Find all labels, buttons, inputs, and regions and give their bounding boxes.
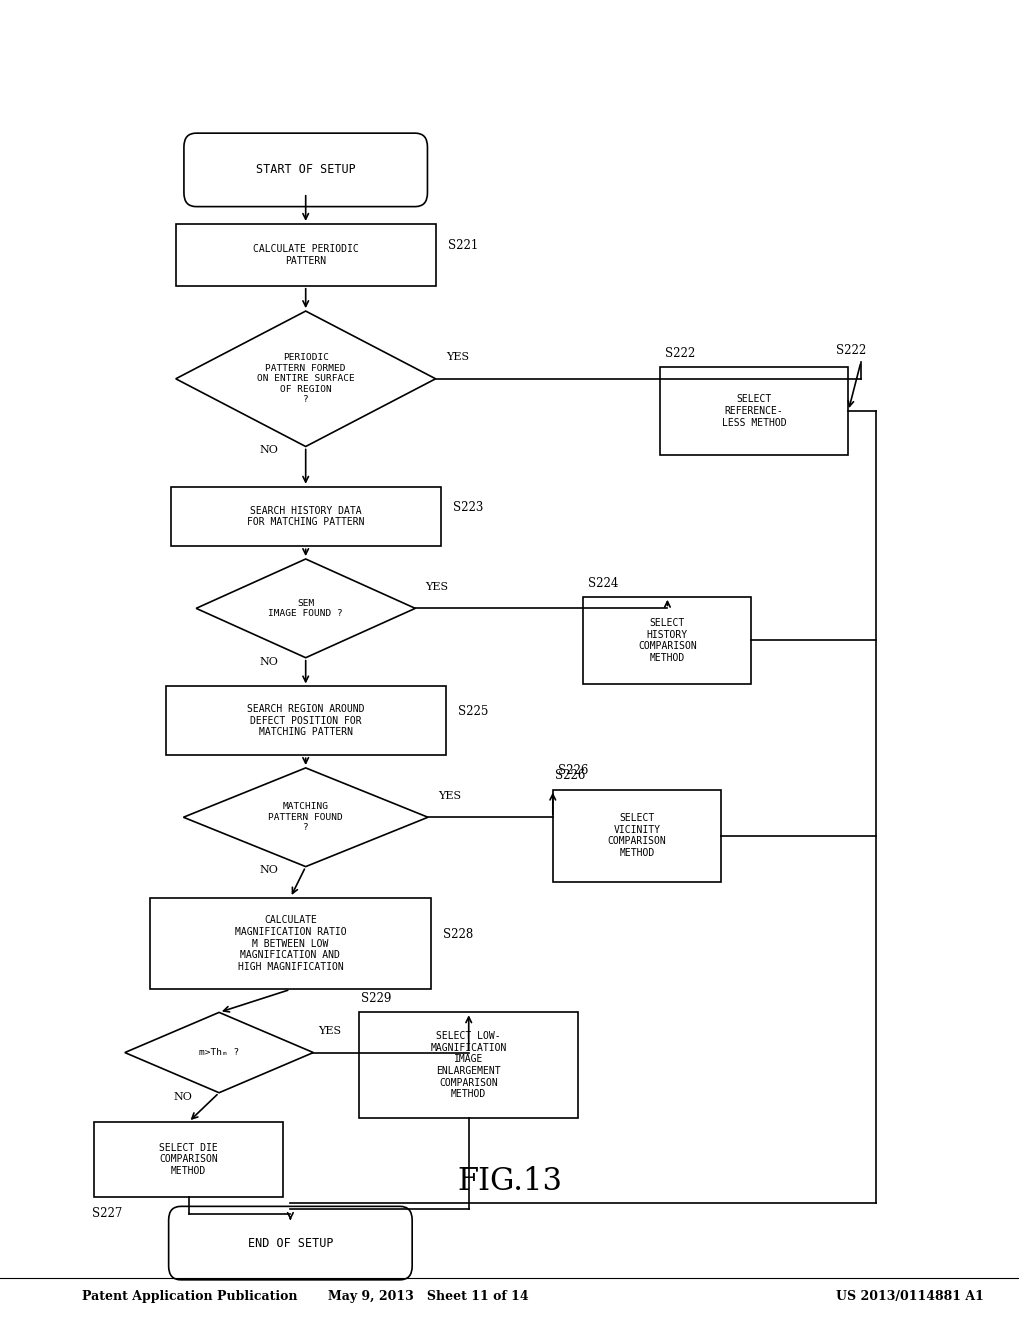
Bar: [171, 487, 440, 546]
Text: S228: S228: [442, 928, 473, 941]
Text: FIG.13: FIG.13: [457, 1166, 562, 1197]
Text: May 9, 2013   Sheet 11 of 14: May 9, 2013 Sheet 11 of 14: [328, 1290, 528, 1303]
Text: END OF SETUP: END OF SETUP: [248, 1237, 333, 1250]
Text: S226: S226: [558, 764, 588, 776]
Text: CALCULATE PERIODIC
PATTERN: CALCULATE PERIODIC PATTERN: [253, 244, 358, 265]
Text: SEARCH HISTORY DATA
FOR MATCHING PATTERN: SEARCH HISTORY DATA FOR MATCHING PATTERN: [247, 506, 365, 527]
Text: MATCHING
PATTERN FOUND
?: MATCHING PATTERN FOUND ?: [268, 803, 343, 832]
Text: YES: YES: [438, 791, 461, 801]
Text: NO: NO: [260, 656, 279, 667]
Text: S222: S222: [665, 347, 695, 360]
Text: US 2013/0114881 A1: US 2013/0114881 A1: [836, 1290, 983, 1303]
Bar: [659, 367, 848, 454]
Text: NO: NO: [173, 1092, 193, 1102]
Text: S227: S227: [92, 1208, 123, 1220]
Text: S224: S224: [589, 577, 618, 590]
Text: S223: S223: [453, 500, 483, 513]
Bar: [151, 898, 430, 990]
Bar: [584, 597, 752, 684]
Text: S229: S229: [361, 993, 391, 1005]
Polygon shape: [197, 558, 415, 657]
Text: YES: YES: [318, 1026, 342, 1036]
Polygon shape: [183, 768, 428, 867]
Text: YES: YES: [425, 582, 449, 591]
Bar: [176, 224, 435, 286]
Text: SEM
IMAGE FOUND ?: SEM IMAGE FOUND ?: [268, 599, 343, 618]
Text: S222: S222: [836, 343, 866, 356]
Text: SELECT DIE
COMPARISON
METHOD: SELECT DIE COMPARISON METHOD: [159, 1143, 218, 1176]
Text: YES: YES: [445, 352, 469, 363]
Text: SELECT
VICINITY
COMPARISON
METHOD: SELECT VICINITY COMPARISON METHOD: [607, 813, 667, 858]
Polygon shape: [176, 312, 435, 446]
FancyBboxPatch shape: [169, 1206, 413, 1280]
Bar: [166, 686, 445, 755]
Text: SELECT
HISTORY
COMPARISON
METHOD: SELECT HISTORY COMPARISON METHOD: [638, 618, 696, 663]
Text: SELECT
REFERENCE-
LESS METHOD: SELECT REFERENCE- LESS METHOD: [722, 395, 786, 428]
Text: SELECT LOW-
MAGNIFICATION
IMAGE
ENLARGEMENT
COMPARISON
METHOD: SELECT LOW- MAGNIFICATION IMAGE ENLARGEM…: [430, 1031, 507, 1100]
Text: S221: S221: [447, 239, 478, 252]
FancyBboxPatch shape: [184, 133, 427, 207]
Text: m>Thₘ ?: m>Thₘ ?: [199, 1048, 240, 1057]
Bar: [553, 789, 721, 882]
Bar: [94, 1122, 283, 1197]
Text: NO: NO: [260, 866, 279, 875]
Polygon shape: [125, 1012, 313, 1093]
Text: PERIODIC
PATTERN FORMED
ON ENTIRE SURFACE
OF REGION
?: PERIODIC PATTERN FORMED ON ENTIRE SURFAC…: [257, 354, 354, 404]
Text: CALCULATE
MAGNIFICATION RATIO
M BETWEEN LOW
MAGNIFICATION AND
HIGH MAGNIFICATION: CALCULATE MAGNIFICATION RATIO M BETWEEN …: [234, 915, 346, 972]
Text: NO: NO: [260, 445, 279, 455]
Bar: [359, 1012, 579, 1118]
Text: Patent Application Publication: Patent Application Publication: [82, 1290, 297, 1303]
Text: START OF SETUP: START OF SETUP: [256, 164, 355, 177]
Text: S225: S225: [458, 705, 488, 718]
Text: S226: S226: [555, 770, 585, 783]
Text: SEARCH REGION AROUND
DEFECT POSITION FOR
MATCHING PATTERN: SEARCH REGION AROUND DEFECT POSITION FOR…: [247, 705, 365, 738]
